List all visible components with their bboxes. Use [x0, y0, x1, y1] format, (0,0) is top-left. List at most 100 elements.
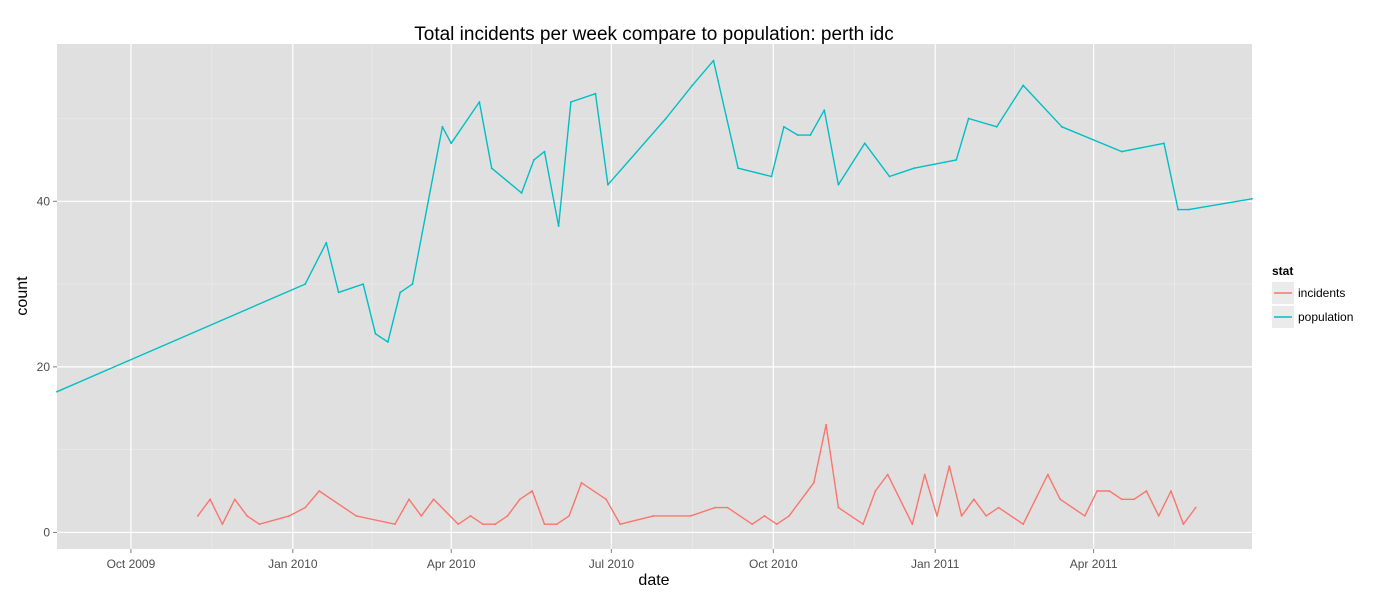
data-point-population	[1022, 84, 1025, 87]
y-axis-title: count	[14, 276, 31, 316]
data-point-incidents	[689, 515, 692, 517]
data-point-incidents	[997, 506, 1000, 509]
legend-label-population: population	[1298, 310, 1353, 324]
legend-title: stat	[1272, 264, 1293, 278]
data-point-population	[56, 390, 58, 393]
data-point-population	[665, 117, 667, 120]
data-point-incidents	[1096, 490, 1098, 492]
data-point-incidents	[221, 523, 224, 526]
data-point-population	[478, 101, 481, 103]
data-point-incidents	[519, 498, 521, 501]
data-point-incidents	[494, 523, 497, 526]
data-point-incidents	[1157, 515, 1160, 517]
data-point-incidents	[619, 523, 622, 526]
data-point-incidents	[911, 523, 914, 526]
data-point-population	[1187, 208, 1190, 211]
data-point-incidents	[355, 515, 358, 517]
data-point-incidents	[874, 490, 877, 492]
data-point-population	[399, 291, 402, 294]
data-point-population	[823, 109, 826, 112]
data-point-population	[1061, 125, 1063, 128]
data-point-incidents	[1108, 490, 1111, 492]
data-point-population	[712, 59, 715, 62]
data-point-incidents	[1133, 498, 1135, 501]
data-point-incidents	[506, 515, 509, 517]
data-point-population	[374, 332, 377, 335]
x-axis: Oct 2009 Jan 2010 Apr 2010 Jul 2010 Oct 2010…	[107, 549, 1118, 571]
data-point-incidents	[288, 515, 291, 517]
x-tick-label: Apr 2010	[427, 557, 476, 571]
data-point-population	[557, 225, 560, 228]
data-point-population	[837, 183, 840, 186]
data-point-incidents	[1059, 498, 1062, 501]
data-point-population	[411, 283, 414, 285]
data-point-incidents	[1170, 490, 1172, 492]
data-point-incidents	[531, 490, 534, 492]
data-point-population	[533, 159, 535, 161]
series-line-incidents	[197, 424, 1197, 525]
data-point-population	[607, 183, 609, 186]
data-point-population	[737, 167, 739, 170]
data-point-incidents	[763, 515, 766, 517]
data-point-incidents	[1022, 523, 1025, 526]
data-point-population	[863, 142, 866, 145]
data-point-incidents	[420, 515, 423, 517]
data-point-incidents	[948, 465, 951, 468]
y-tick-label: 0	[43, 525, 50, 539]
data-point-incidents	[318, 490, 321, 492]
legend: stat incidents population	[1272, 264, 1353, 328]
data-point-incidents	[457, 523, 460, 526]
plot-panel	[57, 44, 1252, 549]
data-point-population	[570, 101, 572, 103]
data-point-incidents	[555, 523, 558, 526]
data-point-population	[441, 125, 444, 128]
data-point-incidents	[751, 523, 754, 526]
data-point-incidents	[973, 498, 975, 501]
data-point-incidents	[196, 515, 199, 517]
data-point-incidents	[580, 481, 583, 484]
data-point-incidents	[568, 515, 570, 517]
data-point-population	[809, 134, 812, 137]
data-point-incidents	[862, 523, 864, 526]
x-tick-label: Jan 2010	[268, 557, 318, 571]
data-point-incidents	[812, 481, 815, 484]
x-tick-label: Jan 2011	[911, 557, 960, 571]
data-point-population	[995, 125, 998, 128]
x-tick-label: Oct 2010	[749, 557, 798, 571]
major-gridlines	[57, 44, 1252, 549]
data-point-population	[967, 117, 970, 120]
data-point-population	[325, 241, 328, 244]
data-point-incidents	[394, 523, 396, 526]
data-point-population	[450, 142, 453, 145]
data-point-incidents	[432, 498, 435, 501]
data-point-incidents	[788, 515, 790, 517]
data-point-incidents	[258, 523, 261, 526]
data-point-incidents	[469, 515, 472, 517]
data-point-population	[387, 341, 389, 343]
data-point-incidents	[1120, 498, 1123, 501]
data-point-population	[520, 192, 523, 194]
data-point-incidents	[923, 473, 926, 476]
data-point-population	[337, 291, 340, 294]
data-point-incidents	[605, 498, 607, 501]
data-point-incidents	[1182, 523, 1185, 526]
data-point-population	[594, 92, 597, 95]
y-tick-label: 40	[37, 194, 51, 208]
data-point-population	[783, 125, 785, 128]
y-tick-label: 20	[37, 360, 51, 374]
data-point-population	[1177, 208, 1179, 211]
x-axis-title: date	[638, 572, 669, 589]
y-axis: 0 20 40	[37, 194, 57, 539]
data-point-incidents	[960, 515, 963, 517]
data-point-incidents	[985, 515, 988, 517]
data-point-population	[362, 283, 365, 285]
data-point-population	[691, 84, 694, 87]
data-point-population	[888, 175, 891, 178]
minor-gridlines	[57, 44, 1252, 549]
data-point-population	[1120, 150, 1123, 153]
x-tick-label: Jul 2010	[589, 557, 635, 571]
x-tick-label: Oct 2009	[107, 557, 156, 571]
chart-title: Total incidents per week compare to popu…	[414, 24, 894, 45]
